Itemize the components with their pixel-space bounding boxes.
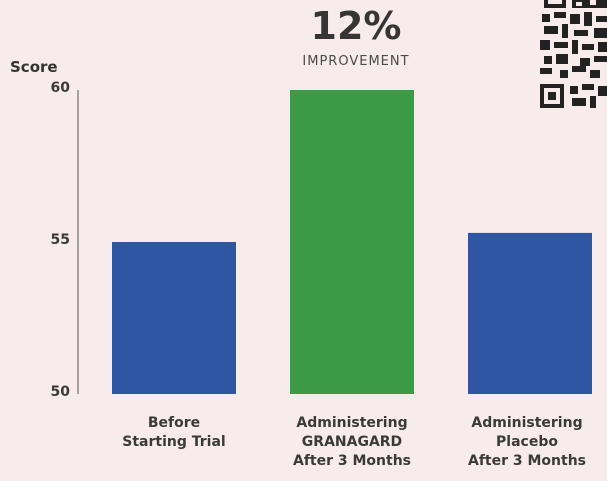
y-tick-label: 55: [50, 232, 70, 248]
qr-code-icon: [538, 0, 607, 108]
x-category-label: Administering Placebo After 3 Months: [467, 415, 586, 469]
y-tick-label: 60: [50, 80, 70, 96]
x-category-label: Before Starting Trial: [122, 415, 226, 450]
y-axis-label: Score: [10, 58, 58, 76]
x-category-label: Administering GRANAGARD After 3 Months: [292, 415, 411, 469]
improvement-value: 12%: [310, 4, 402, 48]
bar-3: [468, 232, 592, 394]
y-tick-label: 50: [50, 384, 70, 400]
improvement-caption: IMPROVEMENT: [302, 54, 410, 69]
bar-1: [112, 242, 236, 394]
bar-2: [290, 90, 414, 394]
